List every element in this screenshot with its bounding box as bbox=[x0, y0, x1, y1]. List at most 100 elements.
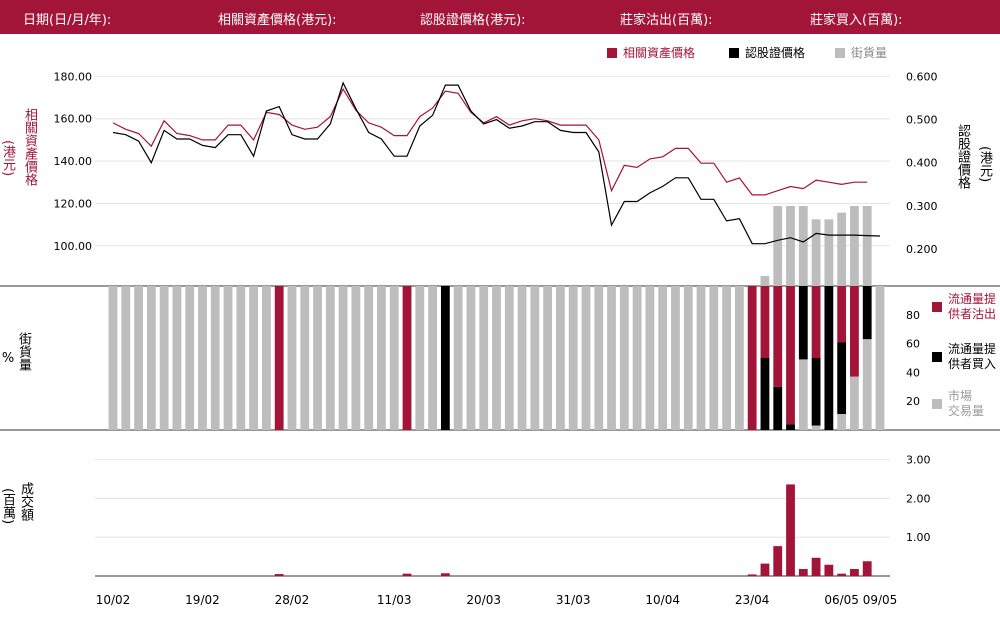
market-volume-bar bbox=[300, 286, 310, 430]
market-volume-bar bbox=[351, 286, 361, 430]
outstanding-bar bbox=[798, 206, 808, 286]
turnover-bar bbox=[786, 484, 795, 576]
legend-lp-sell: 流通量提 供者沽出 bbox=[932, 292, 996, 322]
turnover-bar bbox=[760, 563, 770, 576]
legend-market-volume-swatch bbox=[932, 399, 942, 409]
x-tick-label: 11/03 bbox=[377, 593, 412, 607]
legend-lp-sell-line2: 供者沽出 bbox=[948, 307, 997, 321]
header-bar bbox=[0, 0, 1000, 34]
turnover-tick-label: 3.00 bbox=[906, 454, 931, 467]
price-right-tick-label: 0.300 bbox=[906, 200, 938, 213]
market-volume-bar bbox=[645, 286, 655, 430]
turnover-bar bbox=[798, 569, 808, 576]
header-underlying-label: 相關資產價格(港元): bbox=[218, 13, 337, 28]
price-left-tick-label: 140.00 bbox=[54, 155, 93, 168]
turnover-bar bbox=[824, 564, 834, 576]
market-volume-bar bbox=[210, 286, 220, 430]
legend-lp-buy-line1: 流通量提 bbox=[948, 342, 997, 356]
market-volume-bar bbox=[453, 286, 463, 430]
market-volume-bar bbox=[632, 286, 642, 430]
underlying-axis-paren: (港元) bbox=[0, 140, 15, 177]
underlying-price-line bbox=[112, 87, 868, 196]
lp-buy-bar bbox=[786, 424, 795, 430]
market-volume-bar bbox=[287, 286, 297, 430]
header-warrant-label: 認股證價格(港元): bbox=[420, 13, 526, 28]
lp-sell-bar bbox=[747, 286, 757, 430]
market-volume-bar bbox=[121, 286, 131, 430]
price-left-tick-label: 120.00 bbox=[54, 197, 93, 210]
market-volume-bar bbox=[837, 414, 847, 430]
x-tick-label: 10/02 bbox=[96, 593, 131, 607]
x-tick-label: 31/03 bbox=[556, 593, 591, 607]
lp-sell-bar bbox=[786, 286, 795, 425]
market-volume-bar bbox=[671, 286, 680, 430]
lp-buy-bar bbox=[811, 358, 821, 426]
legend-warrant-swatch bbox=[729, 47, 739, 58]
legend-underlying-label: 相關資產價格 bbox=[623, 46, 696, 60]
volume-tick-label: 80 bbox=[906, 309, 920, 322]
x-tick-label: 28/02 bbox=[275, 593, 310, 607]
outstanding-bar bbox=[837, 212, 847, 286]
market-volume-bar bbox=[325, 286, 335, 430]
lp-sell-bar bbox=[760, 286, 770, 358]
header-lp-buy-label: 莊家買入(百萬): bbox=[810, 13, 903, 28]
warrant-axis-paren: (港元) bbox=[977, 146, 992, 183]
turnover-bar bbox=[402, 573, 412, 576]
market-volume-bar bbox=[466, 286, 476, 430]
legend-lp-sell-swatch bbox=[932, 302, 942, 312]
warrant-price-line bbox=[112, 81, 881, 245]
market-volume-bar bbox=[236, 286, 246, 430]
market-volume-bar bbox=[504, 286, 514, 430]
outstanding-bar bbox=[786, 206, 795, 286]
lp-buy-bar bbox=[824, 286, 834, 430]
market-volume-bar bbox=[517, 286, 527, 430]
lp-sell-bar bbox=[837, 286, 847, 343]
price-right-tick-label: 0.400 bbox=[906, 157, 938, 170]
outstanding-bar bbox=[773, 206, 783, 286]
outstanding-bar bbox=[850, 206, 859, 286]
volume-tick-label: 40 bbox=[906, 366, 920, 379]
price-left-tick-label: 100.00 bbox=[54, 240, 93, 253]
market-volume-bar bbox=[338, 286, 348, 430]
outstanding-bar bbox=[824, 219, 834, 286]
legend-underlying-swatch bbox=[607, 47, 617, 58]
legend-underlying: 相關資產價格 bbox=[607, 44, 695, 61]
market-volume-bar bbox=[198, 286, 207, 430]
x-tick-label: 09/05 bbox=[863, 593, 898, 607]
turnover-bar bbox=[773, 546, 783, 576]
x-tick-label: 19/02 bbox=[185, 593, 220, 607]
market-volume-bar bbox=[313, 286, 322, 430]
lp-buy-bar bbox=[798, 286, 808, 360]
market-volume-bar bbox=[543, 286, 553, 430]
market-volume-bar bbox=[658, 286, 668, 430]
outstanding-bar bbox=[862, 206, 872, 286]
outstanding-axis-paren: % bbox=[1, 351, 15, 366]
market-volume-bar bbox=[185, 286, 195, 430]
lp-sell-bar bbox=[850, 286, 859, 377]
price-left-tick-label: 180.00 bbox=[54, 70, 93, 83]
market-volume-bar bbox=[159, 286, 169, 430]
market-volume-bar bbox=[108, 286, 118, 430]
x-tick-label: 23/04 bbox=[735, 593, 770, 607]
legend-outstanding: 街貨量 bbox=[835, 44, 887, 61]
turnover-axis-title: 成交額 bbox=[18, 482, 33, 521]
market-volume-bar bbox=[428, 286, 437, 430]
market-volume-bar bbox=[594, 286, 604, 430]
lp-sell-bar bbox=[811, 286, 821, 358]
market-volume-bar bbox=[262, 286, 271, 430]
market-volume-bar bbox=[530, 286, 540, 430]
x-tick-label: 06/05 bbox=[824, 593, 859, 607]
turnover-tick-label: 2.00 bbox=[906, 492, 931, 505]
market-volume-bar bbox=[479, 286, 489, 430]
market-volume-bar bbox=[619, 286, 629, 430]
market-volume-bar bbox=[146, 286, 156, 430]
turnover-bar bbox=[862, 561, 872, 576]
lp-buy-bar bbox=[760, 358, 770, 430]
price-right-tick-label: 0.500 bbox=[906, 114, 938, 127]
legend-market-volume-line2: 交易量 bbox=[948, 404, 985, 418]
market-volume-bar bbox=[683, 286, 693, 430]
market-volume-bar bbox=[568, 286, 578, 430]
market-volume-bar bbox=[415, 286, 425, 430]
market-volume-bar bbox=[696, 286, 706, 430]
legend-outstanding-swatch bbox=[835, 47, 845, 58]
